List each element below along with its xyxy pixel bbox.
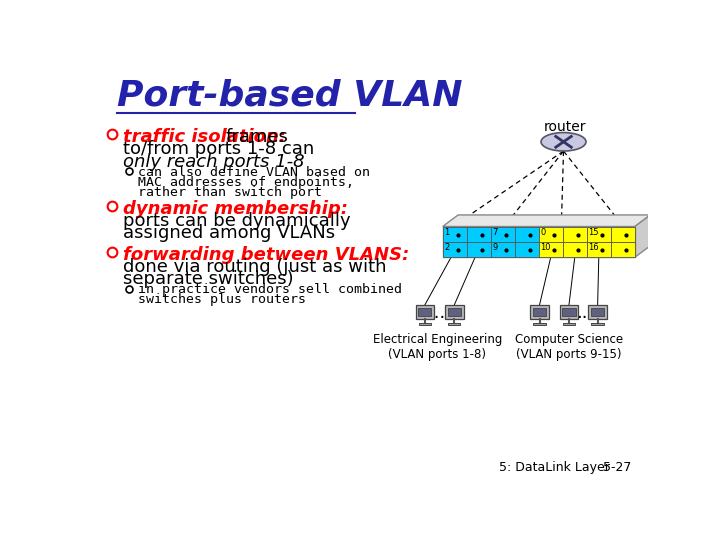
- Bar: [587, 226, 611, 242]
- Text: Computer Science
(VLAN ports 9-15): Computer Science (VLAN ports 9-15): [515, 333, 623, 361]
- Text: 2: 2: [444, 244, 449, 252]
- Bar: [563, 323, 575, 325]
- Bar: [443, 226, 635, 257]
- Polygon shape: [635, 215, 650, 257]
- Text: ports can be dynamically: ports can be dynamically: [122, 212, 350, 230]
- Bar: [562, 308, 576, 316]
- Text: assigned among VLANs: assigned among VLANs: [122, 224, 335, 242]
- Bar: [448, 308, 461, 316]
- Bar: [515, 242, 539, 257]
- Text: 9: 9: [492, 244, 498, 252]
- Text: 5: DataLink Layer: 5: DataLink Layer: [499, 462, 610, 475]
- Bar: [611, 226, 635, 242]
- Text: 0: 0: [540, 228, 546, 237]
- Text: done via routing (just as with: done via routing (just as with: [122, 258, 386, 276]
- Bar: [490, 242, 515, 257]
- Text: in practice vendors sell combined: in practice vendors sell combined: [138, 284, 402, 296]
- Text: 16: 16: [588, 244, 599, 252]
- Bar: [563, 242, 587, 257]
- Bar: [418, 323, 431, 325]
- Bar: [587, 242, 611, 257]
- Text: frames: frames: [225, 128, 289, 146]
- Bar: [467, 242, 490, 257]
- Bar: [448, 323, 461, 325]
- Text: only reach ports 1-8: only reach ports 1-8: [122, 153, 304, 171]
- Text: Electrical Engineering
(VLAN ports 1-8): Electrical Engineering (VLAN ports 1-8): [372, 333, 502, 361]
- Text: can also define VLAN based on: can also define VLAN based on: [138, 166, 370, 179]
- Bar: [591, 308, 604, 316]
- Text: traffic isolation:: traffic isolation:: [122, 128, 286, 146]
- Bar: [443, 242, 467, 257]
- Text: separate switches): separate switches): [122, 271, 293, 288]
- Polygon shape: [443, 215, 650, 226]
- Bar: [443, 226, 467, 242]
- Text: Port-based VLAN: Port-based VLAN: [117, 79, 463, 113]
- Text: dynamic membership:: dynamic membership:: [122, 200, 348, 218]
- Bar: [611, 242, 635, 257]
- Bar: [445, 305, 464, 319]
- Bar: [539, 242, 563, 257]
- Bar: [515, 226, 539, 242]
- Text: ...: ...: [576, 303, 593, 322]
- Text: 5-27: 5-27: [603, 462, 631, 475]
- Text: switches plus routers: switches plus routers: [138, 294, 306, 307]
- Bar: [559, 305, 578, 319]
- Bar: [418, 308, 431, 316]
- Text: forwarding between VLANS:: forwarding between VLANS:: [122, 246, 409, 264]
- Text: MAC addresses of endpoints,: MAC addresses of endpoints,: [138, 176, 354, 188]
- Bar: [563, 226, 587, 242]
- Bar: [588, 305, 607, 319]
- Bar: [533, 308, 546, 316]
- Text: 7: 7: [492, 228, 498, 237]
- Bar: [534, 323, 546, 325]
- Bar: [591, 323, 604, 325]
- Bar: [415, 305, 434, 319]
- Text: rather than switch port: rather than switch port: [138, 186, 322, 199]
- Bar: [467, 226, 490, 242]
- Bar: [530, 305, 549, 319]
- Ellipse shape: [541, 132, 586, 151]
- Text: 15: 15: [588, 228, 599, 237]
- Text: 10: 10: [540, 244, 551, 252]
- Text: router: router: [544, 120, 586, 134]
- Bar: [539, 226, 563, 242]
- Text: ...: ...: [428, 303, 446, 322]
- Text: 1: 1: [444, 228, 449, 237]
- Bar: [490, 226, 515, 242]
- Text: to/from ports 1-8 can: to/from ports 1-8 can: [122, 140, 314, 158]
